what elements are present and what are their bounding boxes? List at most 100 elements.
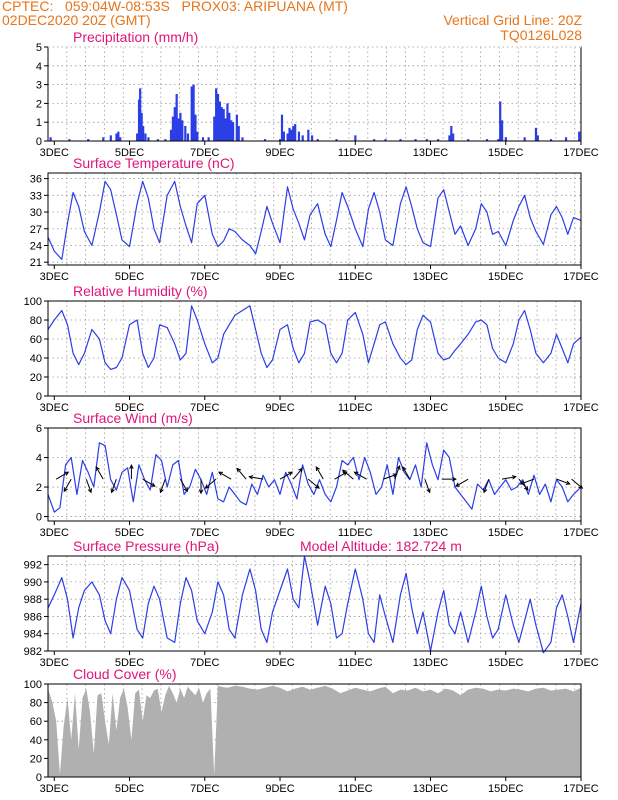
- wind-arrow: [198, 479, 204, 495]
- precip-bar: [201, 137, 205, 141]
- y-tick-label: 40: [30, 353, 42, 365]
- panel-title: Surface Wind (m/s): [73, 410, 193, 426]
- y-tick-label: 4: [36, 61, 42, 73]
- x-tick-label: 3DEC: [40, 657, 69, 669]
- x-tick-label: 5DEC: [115, 271, 144, 283]
- y-tick-label: 2: [36, 98, 42, 110]
- precip-bar: [215, 88, 218, 141]
- y-tick-label: 60: [30, 334, 42, 346]
- precip-bar: [218, 101, 222, 141]
- precip-bar: [504, 137, 507, 141]
- panel-subtitle: Model Altitude: 182.724 m: [300, 538, 462, 554]
- y-tick-label: 27: [30, 224, 42, 236]
- wind-arrow: [179, 478, 188, 493]
- precip-bar: [499, 101, 502, 141]
- wind-arrow: [315, 466, 324, 480]
- y-tick-label: 0: [36, 512, 42, 524]
- precip-bar: [173, 107, 176, 141]
- precip-bar: [384, 139, 387, 141]
- precip-bar: [186, 133, 190, 141]
- precip-bar: [536, 135, 539, 141]
- x-axis: 3DEC 5DEC 7DEC 9DEC 11DEC 13DEC 15DEC 17DEC: [40, 265, 599, 283]
- precip-bar: [207, 137, 210, 141]
- cloud-area: [48, 685, 581, 777]
- x-tick-label: 17DEC: [563, 271, 599, 283]
- wind-arrow: [519, 478, 535, 485]
- precip-bar: [500, 120, 504, 141]
- wind-arrow: [55, 471, 70, 480]
- y-tick-label: 100: [24, 296, 42, 308]
- wind-series-line: [47, 442, 582, 513]
- y-axis: 21 24 27 30 33 36: [30, 174, 48, 269]
- y-tick-label: 36: [30, 174, 42, 186]
- wind-arrow: [424, 478, 431, 494]
- y-tick-label: 982: [24, 646, 42, 658]
- temp-series-line: [47, 180, 582, 260]
- precip-bar: [425, 139, 428, 141]
- precip-bar: [310, 135, 314, 141]
- x-tick-label: 9DEC: [265, 783, 294, 795]
- precip-bar: [354, 135, 357, 141]
- y-axis: 0 1 2 3 4 5: [36, 42, 48, 148]
- panel-frame: [47, 300, 582, 397]
- y-tick-label: 20: [30, 753, 42, 765]
- y-tick-label: 40: [30, 735, 42, 747]
- x-tick-label: 11DEC: [338, 147, 373, 159]
- panel-title: Precipitation (mm/h): [73, 29, 198, 45]
- pres-series-line: [47, 555, 582, 654]
- y-tick-label: 21: [30, 257, 42, 269]
- x-tick-label: 17DEC: [563, 527, 599, 539]
- precip-bar: [196, 131, 199, 141]
- precip-bar: [156, 139, 159, 141]
- precip-bar: [169, 129, 173, 141]
- wind-arrows: [55, 464, 584, 495]
- precip-bar: [335, 139, 338, 141]
- y-tick-label: 4: [36, 453, 42, 465]
- precip-bar: [213, 116, 216, 141]
- precip-bar: [220, 107, 223, 141]
- y-tick-label: 992: [24, 560, 42, 572]
- header-grid-note: Vertical Grid Line: 20Z: [443, 12, 582, 28]
- precip-bar: [192, 84, 195, 141]
- wind-arrow: [236, 467, 247, 480]
- x-tick-label: 9DEC: [265, 147, 294, 159]
- wind-arrow: [95, 466, 104, 480]
- x-tick-label: 15DEC: [488, 147, 524, 159]
- precip-bar: [164, 139, 167, 141]
- wind-arrow: [142, 478, 156, 487]
- y-tick-label: 986: [24, 611, 42, 623]
- panel-pres: 982 984 986 988 990 992 3DEC 5DEC 7DEC 9DEC 11DEC 1…: [24, 538, 599, 669]
- wind-arrow: [248, 475, 264, 480]
- x-tick-label: 5DEC: [115, 783, 144, 795]
- precip-bar: [87, 139, 90, 141]
- wind-arrow: [402, 466, 411, 480]
- precip-bar: [450, 125, 453, 141]
- y-tick-label: 5: [36, 42, 42, 54]
- y-axis: 0 20 40 60 80 100: [24, 296, 48, 403]
- precip-bar: [523, 137, 526, 141]
- precip-bar: [216, 94, 220, 141]
- x-tick-label: 3DEC: [40, 402, 69, 414]
- panel-title: Cloud Cover (%): [73, 666, 176, 682]
- precip-bar: [119, 137, 122, 141]
- precip-bar: [184, 125, 187, 141]
- panel-title: Relative Humidity (%): [73, 283, 208, 299]
- panel-title: Surface Pressure (hPa): [73, 538, 219, 554]
- precip-bar: [497, 139, 500, 141]
- precip-bar: [231, 122, 235, 141]
- grid-horizontal: [48, 178, 581, 263]
- precip-bar: [109, 135, 112, 141]
- wind-arrow: [483, 478, 490, 494]
- precip-bar: [448, 135, 451, 141]
- x-tick-label: 7DEC: [190, 271, 219, 283]
- x-tick-label: 7DEC: [190, 147, 219, 159]
- x-axis: 3DEC 5DEC 7DEC 9DEC 11DEC 13DEC 15DEC 17DEC: [40, 777, 599, 795]
- y-axis: 0 20 40 60 80 100: [24, 679, 48, 784]
- panel-title: Surface Temperature (nC): [73, 155, 235, 171]
- precip-bar: [534, 127, 538, 141]
- precip-bar: [414, 139, 417, 141]
- precip-bar: [230, 120, 233, 141]
- precip-bar: [467, 139, 470, 141]
- precip-bar: [171, 116, 174, 141]
